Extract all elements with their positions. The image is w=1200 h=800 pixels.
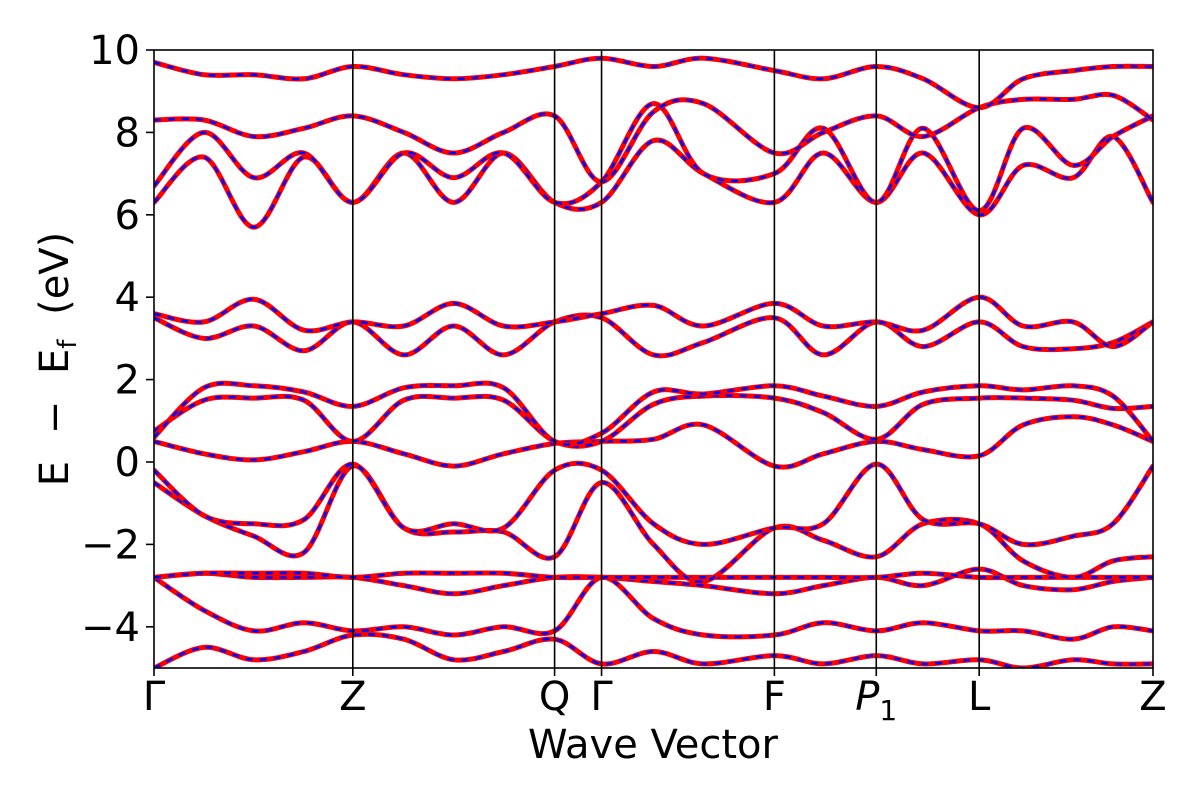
y-axis-label-sub: f [53, 339, 83, 349]
y-axis-label-tail: (eV) [32, 232, 78, 315]
band-lines [154, 55, 1153, 668]
x-axis-ticks: Γ Z Q Γ F P1 L Z [143, 668, 1167, 727]
x-tick-label-2: Q [539, 674, 570, 720]
y-tick-label: 6 [115, 193, 140, 239]
y-axis-ticks: 10 8 6 4 2 0 −2 −4 [81, 28, 154, 651]
band-2-dashed [154, 576, 1153, 641]
band-8-dashed [154, 394, 1153, 448]
y-tick-label: 10 [89, 28, 140, 74]
x-tick-label-6: L [968, 674, 991, 720]
x-tick-label-main: Γ [590, 674, 613, 720]
band-12-dashed [154, 135, 1153, 229]
y-tick-label: −4 [81, 605, 140, 651]
x-tick-label-4: F [763, 674, 786, 720]
y-tick-label: 4 [115, 275, 140, 321]
band-7-solid [154, 414, 1153, 470]
x-tick-label-main: F [763, 674, 786, 720]
band-15-dashed [154, 56, 1153, 109]
x-tick-label-sub: 1 [879, 694, 897, 727]
x-tick-label-main: Γ [143, 674, 166, 720]
x-tick-label-main: L [968, 674, 991, 720]
y-tick-label: 0 [115, 440, 140, 486]
band-12-solid [154, 133, 1153, 230]
y-axis-label: E − Ef (eV) [32, 232, 86, 487]
y-tick-label: −2 [81, 522, 140, 568]
y-tick-label: 8 [115, 110, 140, 156]
band-3-solid [154, 566, 1153, 597]
x-tick-label-main: Z [1139, 674, 1166, 720]
x-axis-label: Wave Vector [528, 722, 779, 768]
x-tick-label-main: Q [539, 674, 570, 720]
band-4-dashed [154, 571, 1153, 579]
x-tick-label-3: Γ [590, 674, 613, 720]
x-tick-label-main: Z [339, 674, 366, 720]
y-axis-label-lead: E [32, 461, 78, 486]
plot-frame [153, 49, 1154, 669]
band-6-dashed [154, 461, 1153, 547]
x-tick-label-5: P1 [855, 674, 897, 727]
band-11-dashed [154, 295, 1153, 348]
band-14-dashed [154, 93, 1153, 184]
y-tick-label: 2 [115, 358, 140, 404]
y-axis-label-minus: − [32, 401, 78, 435]
x-tick-label-1: Z [339, 674, 366, 720]
band-1-dashed [154, 632, 1153, 668]
x-tick-label-0: Γ [143, 674, 166, 720]
band-9-dashed [154, 381, 1153, 446]
band-6-solid [154, 460, 1153, 548]
y-axis-label-base: E [32, 349, 78, 374]
high-symmetry-lines [352, 50, 980, 668]
band-11-solid [154, 294, 1153, 350]
band-10-dashed [154, 313, 1153, 358]
x-tick-label-main: P [855, 674, 880, 720]
band-7-dashed [154, 415, 1153, 469]
band-5-dashed [154, 464, 1153, 583]
x-tick-label-7: Z [1139, 674, 1166, 720]
